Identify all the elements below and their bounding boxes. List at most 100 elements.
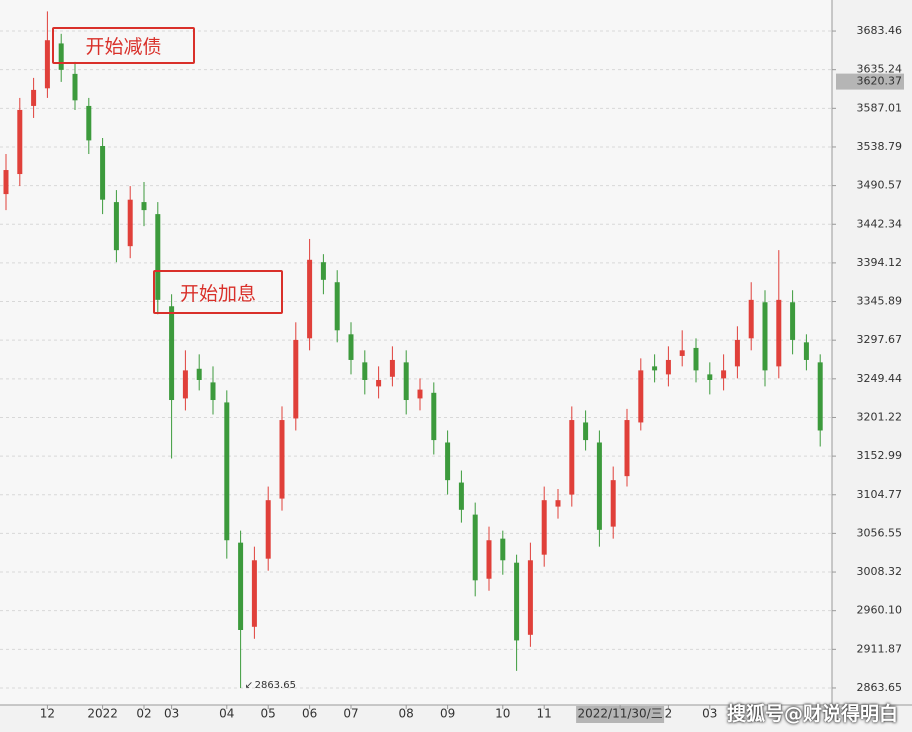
candle-body (610, 480, 616, 527)
candle-body (458, 482, 464, 510)
candle-body (376, 379, 382, 387)
candle-body (348, 334, 354, 360)
candle-body (803, 342, 809, 360)
candle-body (362, 362, 368, 380)
candle-body (624, 420, 630, 477)
candle-body (113, 202, 119, 251)
candle-body (721, 370, 727, 379)
candle-body (196, 368, 202, 380)
candle-body (527, 560, 533, 635)
x-tick-label: 2022/11/30/三 (577, 707, 662, 721)
price-marker-label: 3620.37 (857, 75, 903, 88)
candle-body (251, 560, 257, 627)
candle-body (389, 359, 395, 377)
candle-body (169, 306, 175, 401)
x-axis-bg (0, 705, 912, 732)
candle-body (403, 362, 409, 401)
y-tick-label: 3201.22 (857, 410, 903, 423)
candle-body (100, 146, 106, 200)
candle-body (638, 370, 644, 423)
candle-body (86, 105, 92, 141)
candle-body (44, 40, 50, 89)
y-tick-label: 3104.77 (857, 488, 903, 501)
candle-body (665, 359, 671, 375)
candle-body (265, 500, 271, 559)
y-tick-label: 3490.57 (857, 179, 903, 192)
low-arrow: ↙ (245, 680, 253, 691)
cursor-date-bg (576, 706, 665, 723)
candle-body (762, 302, 768, 371)
x-tick-label: 06 (302, 707, 317, 721)
candle-body (790, 302, 796, 340)
candle-body (238, 542, 244, 630)
candle-body (569, 420, 575, 495)
x-tick-label: 07 (343, 707, 358, 721)
y-tick-label: 3008.32 (857, 565, 903, 578)
candle-body (817, 362, 823, 431)
y-tick-label: 2960.10 (857, 604, 903, 617)
annotation: 开始加息 (153, 270, 283, 314)
candle-body (155, 214, 161, 300)
y-tick-label: 3056.55 (857, 526, 903, 539)
candle-body (293, 339, 299, 419)
annotation: 开始减债 (52, 27, 195, 64)
candle-body (652, 366, 658, 371)
candle-body (3, 170, 9, 195)
candle-body (555, 500, 561, 507)
candle-body (417, 389, 423, 399)
candle-body (472, 514, 478, 581)
y-tick-label: 3249.44 (857, 372, 903, 385)
x-tick-label: 12 (40, 707, 55, 721)
candle-body (31, 89, 37, 106)
low-marker-label: 2863.65 (255, 680, 296, 691)
candle-body (279, 420, 285, 499)
candle-body (72, 73, 78, 101)
y-tick-label: 3297.67 (857, 333, 903, 346)
y-tick-label: 3683.46 (857, 24, 903, 37)
y-tick-label: 3635.24 (857, 63, 903, 76)
candle-body (693, 347, 699, 371)
x-tick-label: 02 (136, 707, 151, 721)
candle-body (707, 374, 713, 380)
y-tick-label: 3394.12 (857, 256, 903, 269)
candle-body (583, 422, 589, 441)
candle-body (307, 259, 313, 339)
y-tick-label: 2863.65 (857, 681, 903, 694)
x-tick-label: 2 (665, 707, 673, 721)
candle-body (445, 442, 451, 481)
candle-body (776, 299, 782, 367)
candle-body (431, 392, 437, 441)
candle-body (679, 350, 685, 356)
candle-body (514, 562, 520, 641)
candle-body (748, 299, 754, 339)
watermark: 搜狐号@财说得明白 (726, 703, 898, 725)
candle-body (320, 262, 326, 280)
plot-bg (0, 0, 832, 705)
candle-body (541, 500, 547, 555)
y-tick-label: 3587.01 (857, 101, 903, 114)
x-tick-label: 11 (537, 707, 552, 721)
y-tick-label: 3442.34 (857, 217, 903, 230)
candle-body (334, 282, 340, 331)
axis-bg (832, 0, 912, 732)
y-tick-label: 3538.79 (857, 140, 903, 153)
candle-body (210, 382, 216, 401)
x-tick-label: 08 (399, 707, 414, 721)
candle-body (596, 442, 602, 530)
x-tick-label: 03 (164, 707, 179, 721)
candle-body (127, 199, 133, 247)
price-marker-bg (836, 73, 904, 90)
x-tick-label: 05 (261, 707, 276, 721)
candle-body (17, 109, 23, 175)
x-tick-label: 04 (219, 707, 234, 721)
y-tick-label: 3345.89 (857, 295, 903, 308)
candle-body (141, 202, 147, 211)
y-tick-label: 3152.99 (857, 449, 903, 462)
candle-body (182, 370, 188, 399)
candle-body (486, 540, 492, 579)
candle-body (58, 43, 64, 70)
x-tick-label: 09 (440, 707, 455, 721)
y-tick-label: 2911.87 (857, 642, 903, 655)
